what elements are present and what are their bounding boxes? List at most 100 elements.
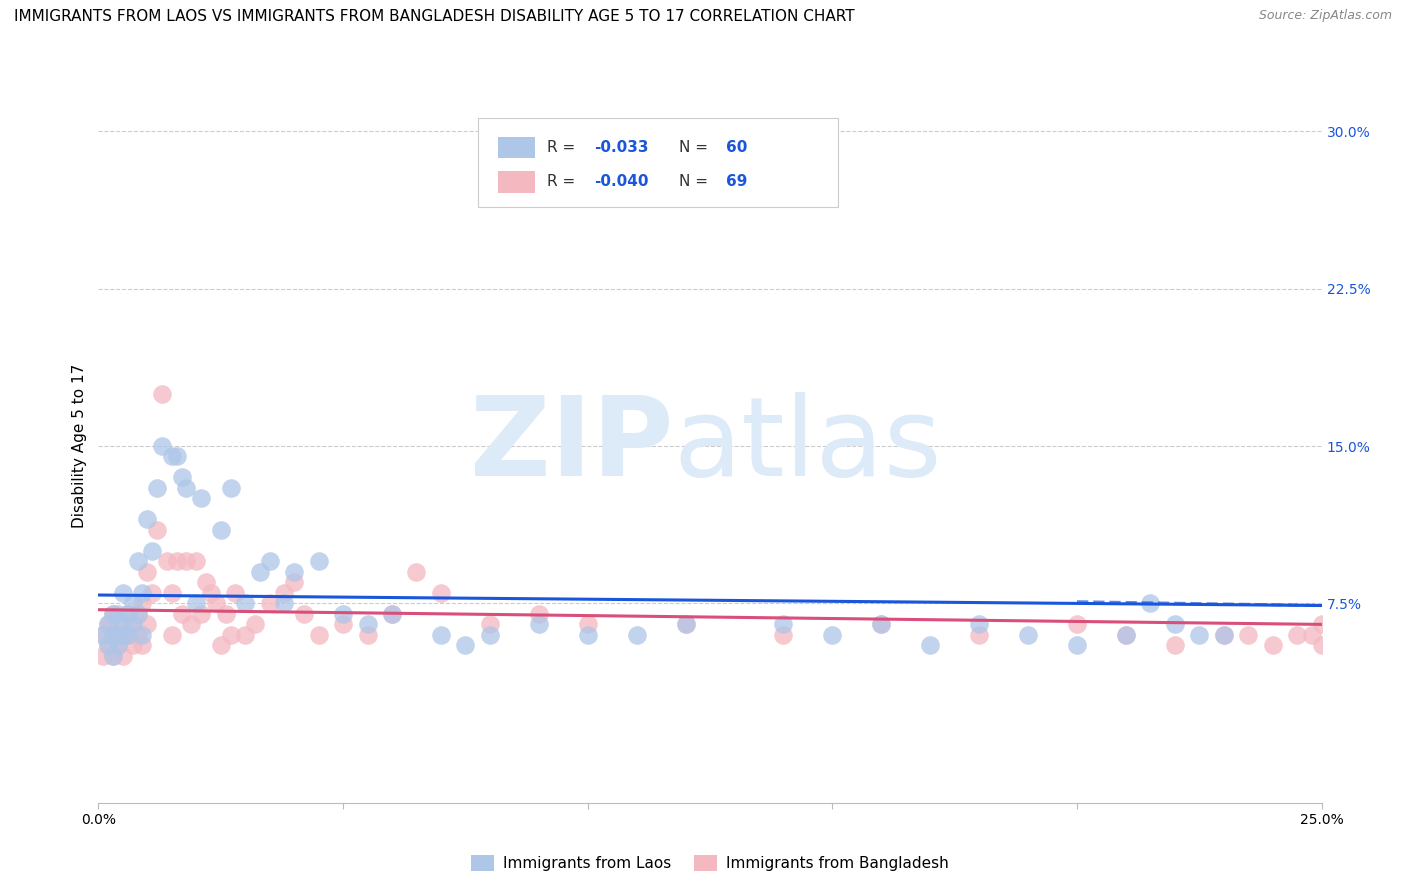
Point <box>308 554 330 568</box>
Point <box>1066 617 1088 632</box>
Point <box>1212 628 1234 642</box>
Point <box>273 586 295 600</box>
Point <box>111 617 134 632</box>
Point <box>127 607 149 621</box>
Point <box>190 607 212 621</box>
Point <box>1301 628 1323 642</box>
Point <box>478 628 501 642</box>
Point <box>117 607 139 621</box>
Point <box>821 628 844 642</box>
Point <box>273 596 295 610</box>
Point <box>146 481 169 495</box>
Point <box>146 523 169 537</box>
Point <box>141 586 163 600</box>
Text: 60: 60 <box>725 140 748 155</box>
Point <box>176 554 198 568</box>
Point <box>675 617 697 632</box>
Point <box>332 617 354 632</box>
Point <box>1066 639 1088 653</box>
Point <box>675 617 697 632</box>
Point <box>186 554 208 568</box>
Point <box>91 628 114 642</box>
Text: atlas: atlas <box>673 392 942 500</box>
Point <box>136 617 159 632</box>
Point <box>1164 617 1187 632</box>
Point <box>97 639 120 653</box>
Text: R =: R = <box>547 140 581 155</box>
Point <box>1164 639 1187 653</box>
Point <box>131 586 153 600</box>
Point <box>454 639 477 653</box>
Point <box>209 639 232 653</box>
Text: -0.033: -0.033 <box>593 140 648 155</box>
Bar <box>498 171 536 193</box>
Point <box>967 628 990 642</box>
Point <box>160 628 183 642</box>
Text: N =: N = <box>679 175 713 189</box>
Text: Source: ZipAtlas.com: Source: ZipAtlas.com <box>1258 9 1392 22</box>
Point <box>107 607 129 621</box>
Legend: Immigrants from Laos, Immigrants from Bangladesh: Immigrants from Laos, Immigrants from Ba… <box>465 849 955 877</box>
Point <box>101 607 124 621</box>
Text: ZIP: ZIP <box>470 392 673 500</box>
Point <box>131 628 153 642</box>
Point <box>283 565 305 579</box>
Point <box>107 628 129 642</box>
Point <box>1115 628 1137 642</box>
Point <box>111 628 134 642</box>
Point <box>131 639 153 653</box>
Text: R =: R = <box>547 175 581 189</box>
Point <box>156 554 179 568</box>
Text: N =: N = <box>679 140 713 155</box>
Point <box>101 628 124 642</box>
Y-axis label: Disability Age 5 to 17: Disability Age 5 to 17 <box>72 364 87 528</box>
Point <box>332 607 354 621</box>
Point <box>381 607 404 621</box>
Point <box>101 648 124 663</box>
Point <box>1212 628 1234 642</box>
Point <box>527 607 550 621</box>
Point <box>101 648 124 663</box>
Point <box>200 586 222 600</box>
Point <box>121 617 143 632</box>
Point <box>1017 628 1039 642</box>
Point <box>214 607 236 621</box>
Point <box>111 586 134 600</box>
Point <box>111 648 134 663</box>
Point <box>117 628 139 642</box>
Point <box>190 491 212 506</box>
Point <box>166 450 188 464</box>
Point <box>97 617 120 632</box>
Point <box>107 639 129 653</box>
Point <box>1310 617 1333 632</box>
Point <box>870 617 893 632</box>
Point <box>405 565 427 579</box>
Point <box>1115 628 1137 642</box>
Point <box>160 586 183 600</box>
Point <box>166 554 188 568</box>
Text: 69: 69 <box>725 175 748 189</box>
Point <box>243 617 266 632</box>
Bar <box>498 137 536 159</box>
Point <box>772 628 794 642</box>
Point <box>1139 596 1161 610</box>
Point <box>430 586 453 600</box>
Point <box>233 628 256 642</box>
Point <box>107 617 129 632</box>
Point <box>117 628 139 642</box>
Point <box>91 648 114 663</box>
Point <box>111 628 134 642</box>
Point <box>136 565 159 579</box>
Point <box>1237 628 1260 642</box>
Point <box>180 617 202 632</box>
Point <box>127 628 149 642</box>
Point <box>97 639 120 653</box>
Point <box>121 617 143 632</box>
Point <box>224 586 246 600</box>
Text: IMMIGRANTS FROM LAOS VS IMMIGRANTS FROM BANGLADESH DISABILITY AGE 5 TO 17 CORREL: IMMIGRANTS FROM LAOS VS IMMIGRANTS FROM … <box>14 9 855 24</box>
Point <box>920 639 942 653</box>
Point <box>430 628 453 642</box>
Point <box>150 439 173 453</box>
Point <box>870 617 893 632</box>
Point <box>381 607 404 621</box>
